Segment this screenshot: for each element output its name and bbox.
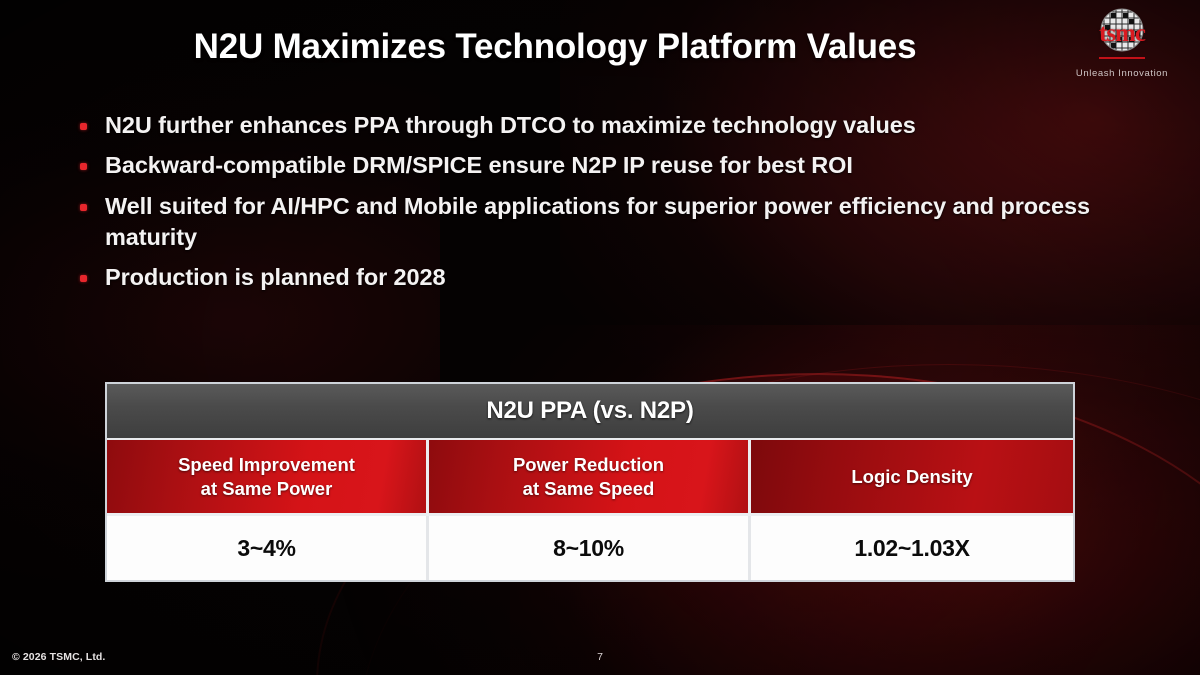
ppa-value-power: 8~10% bbox=[429, 516, 751, 580]
ppa-header-cell-density: Logic Density bbox=[751, 440, 1073, 516]
bullet-dot-icon bbox=[80, 203, 87, 211]
bullet-item: N2U further enhances PPA through DTCO to… bbox=[80, 110, 1140, 141]
ppa-table: N2U PPA (vs. N2P) Speed Improvement at S… bbox=[105, 382, 1075, 582]
tsmc-tagline: Unleash Innovation bbox=[1075, 68, 1169, 79]
ppa-table-value-row: 3~4% 8~10% 1.02~1.03X bbox=[107, 516, 1073, 580]
ppa-header-line1: Speed Improvement bbox=[178, 453, 355, 475]
tsmc-logo: tsmc Unleash Innovation bbox=[1062, 8, 1182, 79]
ppa-header-line1: Power Reduction bbox=[512, 453, 665, 475]
tsmc-logo-mark: tsmc bbox=[1095, 8, 1149, 62]
ppa-table-header-row: Speed Improvement at Same Power Power Re… bbox=[107, 440, 1073, 516]
ppa-value-density: 1.02~1.03X bbox=[751, 516, 1073, 580]
bullet-item: Production is planned for 2028 bbox=[80, 262, 1140, 293]
ppa-value-speed: 3~4% bbox=[107, 516, 429, 580]
bullet-dot-icon bbox=[80, 123, 87, 130]
ppa-table-title: N2U PPA (vs. N2P) bbox=[486, 397, 694, 424]
ppa-header-line1: Logic Density bbox=[851, 465, 973, 487]
tsmc-logo-underline bbox=[1099, 57, 1145, 59]
bullet-item: Backward-compatible DRM/SPICE ensure N2P… bbox=[80, 150, 1140, 181]
ppa-header-cell-speed: Speed Improvement at Same Power bbox=[107, 440, 429, 516]
bullet-text: Well suited for AI/HPC and Mobile applic… bbox=[105, 192, 1090, 250]
ppa-header-line2: at Same Speed bbox=[522, 477, 655, 499]
ppa-table-title-row: N2U PPA (vs. N2P) bbox=[107, 384, 1073, 440]
wafer-circle-icon bbox=[1100, 8, 1144, 52]
copyright-text: © 2026 TSMC, Ltd. bbox=[12, 651, 106, 663]
page-number: 7 bbox=[597, 651, 603, 663]
tsmc-wordmark: tsmc bbox=[1099, 20, 1146, 47]
ppa-header-cell-power: Power Reduction at Same Speed bbox=[429, 440, 751, 516]
slide-title: N2U Maximizes Technology Platform Values bbox=[193, 27, 917, 66]
bullet-dot-icon bbox=[80, 275, 87, 282]
bullet-text: Production is planned for 2028 bbox=[105, 264, 446, 290]
bullet-item: Well suited for AI/HPC and Mobile applic… bbox=[80, 191, 1140, 254]
bullet-list: N2U further enhances PPA through DTCO to… bbox=[80, 110, 1140, 302]
bullet-text: Backward-compatible DRM/SPICE ensure N2P… bbox=[105, 152, 853, 179]
ppa-header-line2: at Same Power bbox=[200, 477, 333, 499]
bullet-text: N2U further enhances PPA through DTCO to… bbox=[105, 112, 916, 138]
bullet-dot-icon bbox=[80, 163, 87, 171]
